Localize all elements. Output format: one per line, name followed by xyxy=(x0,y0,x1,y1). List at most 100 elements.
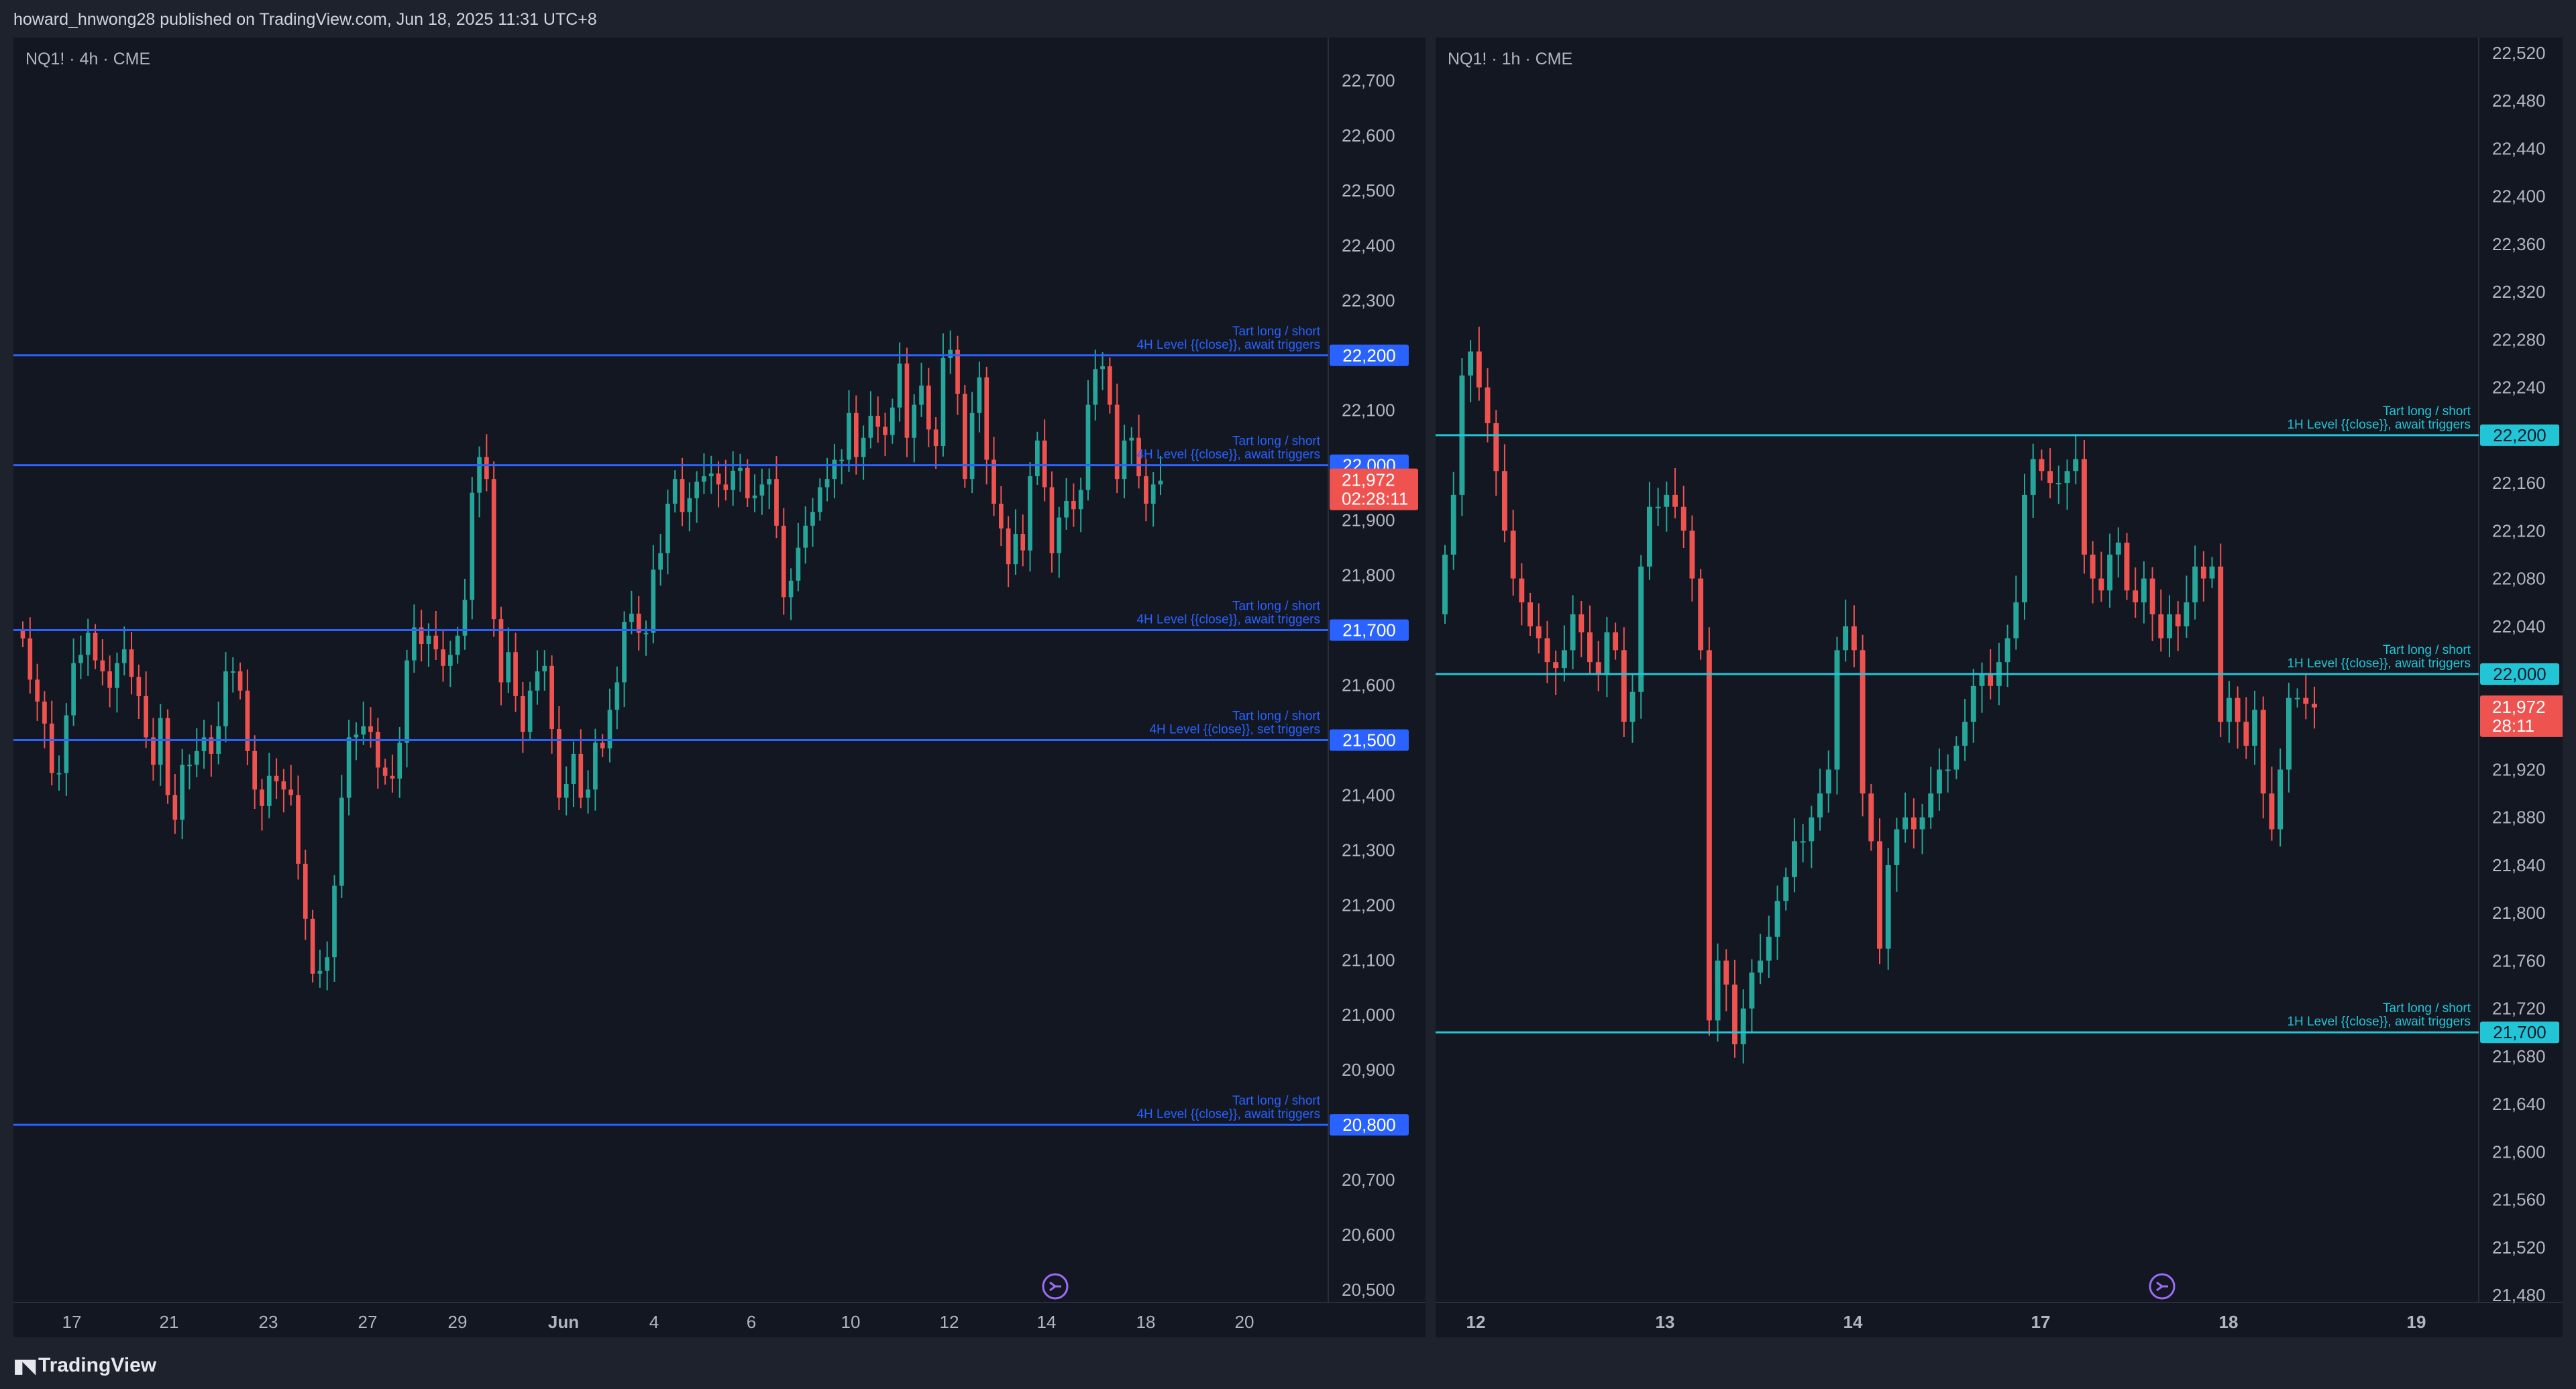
candle-body xyxy=(462,600,468,636)
realtime-icon-ring xyxy=(2149,1273,2176,1300)
candle-body xyxy=(2039,459,2045,471)
candle-body xyxy=(317,970,323,974)
y-tick-label: 21,200 xyxy=(1342,895,1395,915)
chart-panel-1h[interactable]: 22,520 22,480 22,440 22,400 22,360 22,320 22,2… xyxy=(1436,38,2563,1337)
level-note-title: Tart long / short xyxy=(1232,435,1321,449)
candle-body xyxy=(1042,440,1047,488)
candle-body xyxy=(2226,698,2232,722)
candle-body xyxy=(919,385,924,405)
candle-body xyxy=(1868,793,1874,842)
candle-body xyxy=(136,677,142,696)
candle-body xyxy=(535,671,540,691)
candle-body xyxy=(2184,602,2190,626)
level-price-badge[interactable] xyxy=(2480,1021,2559,1044)
chart-panel-4h[interactable]: 22,700 22,600 22,500 22,400 22,300 22,200 22,1… xyxy=(13,38,1426,1337)
y-tick-label: 20,900 xyxy=(1342,1060,1395,1080)
footer-brand-text: TradingView xyxy=(38,1354,157,1376)
candle-body xyxy=(897,364,902,408)
candle-body xyxy=(557,729,561,798)
y-tick-label: 22,700 xyxy=(1342,70,1395,91)
candle-body xyxy=(339,797,344,886)
candle-body xyxy=(2192,566,2198,603)
candle-body xyxy=(1723,960,1729,985)
candle-body xyxy=(375,732,380,768)
candle-body xyxy=(1150,484,1156,504)
candle-body xyxy=(1078,490,1083,510)
candle-body xyxy=(2235,698,2241,722)
y-tick-label: 21,800 xyxy=(1342,565,1395,586)
candle-body xyxy=(1519,578,1525,603)
candle-body xyxy=(1885,865,1891,949)
candle-body xyxy=(2252,710,2257,746)
candle-body xyxy=(180,765,185,820)
candle-body xyxy=(1510,531,1516,579)
candle-body xyxy=(426,635,431,645)
candle-body xyxy=(2030,459,2036,495)
symbol-label-4h[interactable]: NQ1! · 4h · CME xyxy=(25,50,151,68)
candle-body xyxy=(85,632,91,655)
candle-body xyxy=(1536,626,1542,638)
y-tick-label: 22,440 xyxy=(2492,138,2546,158)
last-price-value: 21,972 xyxy=(1342,470,1395,490)
candle-body xyxy=(984,377,989,460)
y-tick-label: 22,320 xyxy=(2492,282,2546,302)
candle-body xyxy=(1783,877,1789,901)
candle-body xyxy=(2209,566,2215,579)
candle-body xyxy=(824,479,830,488)
candle-body xyxy=(346,737,352,798)
candle-body xyxy=(144,696,148,738)
candle-body xyxy=(2133,590,2139,603)
candle-body xyxy=(1057,517,1062,553)
candle-body xyxy=(71,663,76,716)
candle-body xyxy=(2260,710,2266,794)
y-tick-label: 21,680 xyxy=(2492,1046,2546,1066)
candle-body xyxy=(1035,440,1040,477)
candle-body xyxy=(796,547,801,581)
candle-body xyxy=(296,795,301,864)
candle-body xyxy=(1689,531,1695,579)
symbol-label-1h[interactable]: NQ1! · 1h · CME xyxy=(1448,50,1573,68)
candle-body xyxy=(853,412,859,457)
level-price-badge[interactable] xyxy=(1330,619,1409,641)
candle-body xyxy=(564,784,569,798)
candle-body xyxy=(1136,437,1141,477)
candle-body xyxy=(549,665,554,730)
candle-body xyxy=(1020,534,1026,551)
candle-body xyxy=(121,649,127,663)
chart-canvas-4h[interactable]: 22,700 22,600 22,500 22,400 22,300 22,200 22,1… xyxy=(13,38,1426,1337)
candle-body xyxy=(2055,483,2061,485)
candle-body xyxy=(890,407,895,435)
candle-body xyxy=(521,696,525,732)
candle-body xyxy=(1604,632,1610,674)
chart-canvas-1h[interactable]: 22,520 22,480 22,440 22,400 22,360 22,320 22,2… xyxy=(1436,38,2563,1337)
candle-body xyxy=(622,622,627,683)
publish-info-text: howard_hnwong28 published on TradingView… xyxy=(13,10,597,29)
scroll-to-realtime-icon[interactable] xyxy=(1042,1273,1069,1300)
x-tick-label: 10 xyxy=(841,1312,861,1332)
level-price-badge[interactable] xyxy=(2480,424,2559,446)
candle-body xyxy=(100,660,105,672)
candle-body xyxy=(1587,632,1593,663)
candle-body xyxy=(1476,351,1482,388)
footer-brand[interactable]: ▮◥ TradingView xyxy=(13,1354,156,1377)
level-price-badge[interactable] xyxy=(1330,729,1409,751)
x-tick-label: 23 xyxy=(259,1312,278,1332)
scroll-to-realtime-icon[interactable] xyxy=(2149,1273,2176,1300)
level-price-badge[interactable] xyxy=(2480,663,2559,685)
candle-body xyxy=(325,957,330,971)
candle-body xyxy=(64,715,69,773)
candle-body xyxy=(1629,691,1635,722)
level-note-desc: 4H Level {{close}}, await triggers xyxy=(1136,613,1320,627)
candle-body xyxy=(165,718,170,795)
candle-body xyxy=(42,702,47,724)
candle-body xyxy=(1843,626,1849,651)
level-price-badge[interactable] xyxy=(1330,1114,1409,1136)
candle-body xyxy=(998,504,1004,529)
candle-body xyxy=(223,671,228,726)
x-tick-label: 4 xyxy=(649,1312,659,1332)
candle-body xyxy=(1962,722,1968,746)
last-price-badge xyxy=(1330,468,1418,510)
level-price-text: 20,800 xyxy=(1342,1115,1396,1135)
level-price-badge[interactable] xyxy=(1330,344,1409,366)
candle-body xyxy=(817,487,822,512)
